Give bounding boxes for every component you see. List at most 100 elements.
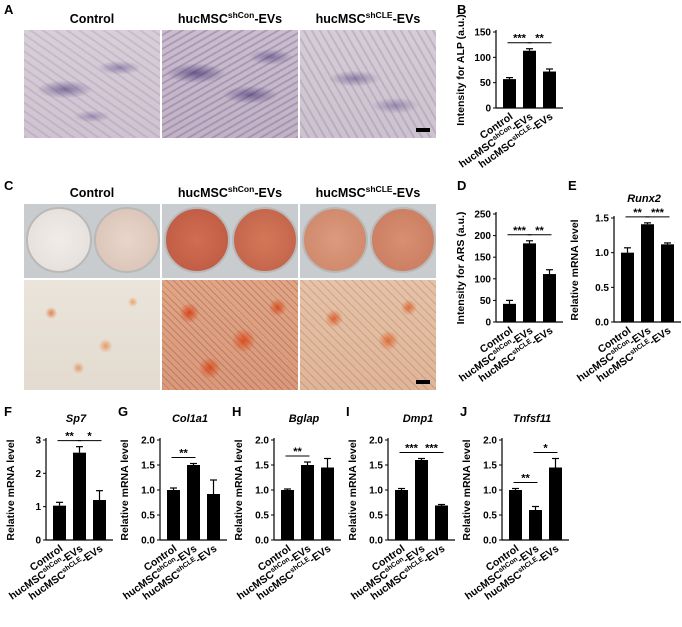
chart-e-ylabel: Relative mRNA level <box>569 219 581 320</box>
chart-g-title: Col1a1 <box>172 413 208 425</box>
panel-label-e: E <box>568 178 577 193</box>
chart-e-title: Runx2 <box>627 193 661 205</box>
chart-e-ytick-3: 1.5 <box>595 214 609 225</box>
chart-b-bar-0 <box>503 79 516 108</box>
chart-d-ylabel: Intensity for ARS (a.u.) <box>455 212 467 325</box>
panel-label-a: A <box>4 2 14 17</box>
chart-d: Intensity for ARS (a.u.) 050100150200250C… <box>455 210 563 385</box>
chart-f-sig-1: * <box>87 431 92 443</box>
chart-d-bar-1 <box>523 243 536 322</box>
chart-i-ytick-0: 0.0 <box>369 536 383 547</box>
chart-d-bar-0 <box>503 303 516 322</box>
chart-i-ytick-3: 1.5 <box>369 461 383 472</box>
chart-d-ytick-4: 200 <box>474 231 491 242</box>
chart-g-ytick-2: 1.0 <box>141 486 155 497</box>
chart-j-ylabel: Relative mRNA level <box>461 439 473 540</box>
scale-bar-a <box>416 128 430 132</box>
alp-image-control <box>24 30 160 138</box>
chart-j: Tnfsf11 Relative mRNA level 0.0 0.5 1.0 1.5 2.… <box>461 413 569 603</box>
chart-f-ylabel: Relative mRNA level <box>5 439 17 540</box>
chart-g-ytick-0: 0.0 <box>141 536 155 547</box>
header-shcle-c: hucMSCshCLE-EVs <box>315 184 421 201</box>
chart-b-ytick-2: 100 <box>474 53 491 64</box>
chart-d-ytick-0: 0 <box>485 318 491 329</box>
chart-g-bar-0 <box>167 490 180 540</box>
chart-i-ytick-2: 1.0 <box>369 486 383 497</box>
chart-d-sig-1: ** <box>535 225 544 237</box>
chart-e-bar-2 <box>661 244 674 322</box>
ars-image-control <box>24 280 160 390</box>
chart-h-ytick-0: 0.0 <box>255 536 269 547</box>
chart-b: Intensity for ALP (a.u.) 050100150Control… <box>455 14 563 171</box>
chart-g-sig-0: ** <box>179 448 188 460</box>
header-control-a: Control <box>69 12 115 26</box>
chart-j-sig-1: * <box>543 443 548 455</box>
panel-label-g: G <box>118 404 129 419</box>
chart-d-bar-2 <box>543 274 556 322</box>
chart-f-ytick-2: 2 <box>35 469 41 480</box>
chart-j-sig-0: ** <box>521 473 530 485</box>
panel-label-f: F <box>4 404 12 419</box>
chart-g-bar-2 <box>207 494 220 540</box>
chart-e-bar-0 <box>621 252 634 322</box>
chart-g: Col1a1 Relative mRNA level 0.0 0.5 1.0 1.5 2.0… <box>119 413 227 603</box>
chart-j-bar-0 <box>509 490 522 540</box>
alp-image-shcon <box>162 30 298 138</box>
chart-h-ytick-1: 0.5 <box>255 511 269 522</box>
chart-h-ytick-4: 2.0 <box>255 436 269 447</box>
panel-label-h: H <box>232 404 242 419</box>
ars-image-shcon <box>162 280 298 390</box>
chart-d-ytick-5: 250 <box>474 210 491 221</box>
chart-g-ytick-3: 1.5 <box>141 461 155 472</box>
panel-label-i: I <box>346 404 350 419</box>
well-image-shcon <box>162 204 298 278</box>
chart-f-ytick-0: 0 <box>35 536 41 547</box>
chart-f-bar-1 <box>73 452 86 540</box>
well-image-control <box>24 204 160 278</box>
ars-image-shcle <box>300 280 436 390</box>
chart-i-sig-1: *** <box>425 443 439 455</box>
scale-bar-c <box>416 380 430 384</box>
chart-d-ytick-3: 150 <box>474 253 491 264</box>
chart-i-bar-0 <box>395 490 408 540</box>
chart-d-sig-0: *** <box>513 225 527 237</box>
panel-label-b: B <box>457 2 467 17</box>
chart-j-ytick-0: 0.0 <box>483 536 497 547</box>
chart-g-ytick-1: 0.5 <box>141 511 155 522</box>
chart-h-ytick-3: 1.5 <box>255 461 269 472</box>
chart-j-ytick-4: 2.0 <box>483 436 497 447</box>
chart-g-ytick-4: 2.0 <box>141 436 155 447</box>
chart-b-sig-0: *** <box>513 33 527 45</box>
well-image-shcle <box>300 204 436 278</box>
chart-j-ytick-1: 0.5 <box>483 511 497 522</box>
header-control-c: Control <box>69 186 115 200</box>
chart-j-bar-1 <box>529 510 542 540</box>
chart-i-bar-2 <box>435 505 448 540</box>
alp-image-shcle <box>300 30 436 138</box>
panel-label-d: D <box>457 178 467 193</box>
chart-j-ytick-3: 1.5 <box>483 461 497 472</box>
chart-f-bar-0 <box>53 505 66 540</box>
panel-label-j: J <box>460 404 468 419</box>
chart-e-bar-1 <box>641 224 654 322</box>
chart-f-title: Sp7 <box>66 413 87 425</box>
chart-b-sig-1: ** <box>535 33 544 45</box>
panel-label-c: C <box>4 178 14 193</box>
chart-i-ytick-1: 0.5 <box>369 511 383 522</box>
chart-e-sig-0: ** <box>633 207 642 219</box>
chart-e-ytick-1: 0.5 <box>595 283 609 294</box>
chart-h-bar-1 <box>301 465 314 540</box>
chart-d-ytick-2: 100 <box>474 274 491 285</box>
chart-f-ytick-1: 1 <box>35 502 41 513</box>
chart-b-ytick-3: 150 <box>474 28 491 39</box>
chart-b-bar-1 <box>523 50 536 108</box>
chart-h-ytick-2: 1.0 <box>255 486 269 497</box>
chart-j-title: Tnfsf11 <box>513 413 551 425</box>
header-shcle-a: hucMSCshCLE-EVs <box>315 10 421 27</box>
chart-h-title: Bglap <box>289 413 320 425</box>
chart-j-bar-2 <box>549 467 562 540</box>
chart-f-sig-0: ** <box>65 431 74 443</box>
